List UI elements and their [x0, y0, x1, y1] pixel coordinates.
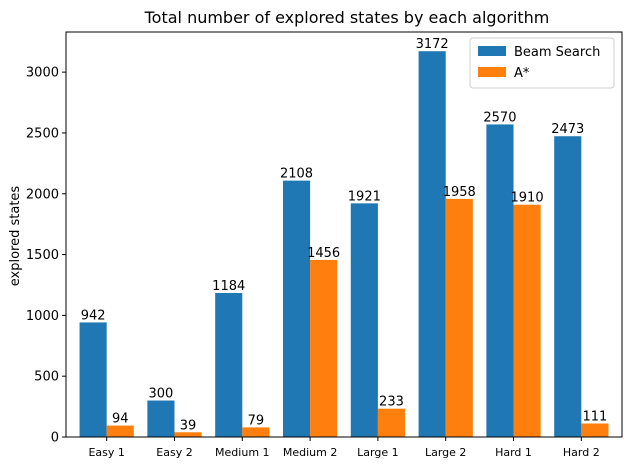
y-tick-label: 0	[51, 431, 59, 446]
bar-beam-search	[215, 293, 243, 437]
bar-beam-search	[79, 322, 107, 437]
data-label-beam-search: 1184	[212, 279, 245, 294]
legend: Beam Search A*	[469, 37, 615, 89]
legend-swatch-beam-search	[478, 46, 506, 56]
data-label-a: 39	[180, 418, 197, 433]
x-tick-label: Large 2	[425, 446, 466, 459]
bar-a	[513, 204, 541, 437]
bar-beam-search	[486, 124, 514, 437]
data-label-beam-search: 2473	[551, 122, 584, 137]
x-tick-label: Medium 1	[215, 446, 269, 459]
legend-label-beam-search: Beam Search	[514, 45, 600, 60]
data-label-a: 1456	[307, 246, 340, 261]
bar-a	[377, 408, 406, 437]
axes-layer: 0 500 1000 1500 2000 2500 3000 Easy 1 Easy 2 Medi…	[26, 31, 623, 459]
bars-layer	[79, 51, 609, 437]
x-tick-label: Easy 2	[156, 446, 192, 459]
data-label-a: 94	[112, 412, 129, 427]
bar-a	[106, 425, 134, 437]
data-label-beam-search: 300	[149, 387, 174, 402]
data-label-a: 1910	[511, 191, 544, 206]
x-tick-label: Hard 1	[495, 446, 532, 459]
data-label-beam-search: 2108	[280, 167, 313, 182]
y-tick-label: 2000	[26, 187, 59, 202]
y-axis-label: explored states	[8, 186, 23, 287]
bar-beam-search	[350, 203, 378, 437]
bar-a	[174, 432, 202, 437]
y-tick-label: 1000	[26, 309, 59, 324]
data-label-beam-search: 942	[81, 308, 106, 323]
y-tick-label: 500	[34, 370, 59, 385]
x-tick-label: Medium 2	[283, 446, 337, 459]
bar-beam-search	[554, 136, 582, 437]
x-tick-label: Large 1	[357, 446, 398, 459]
y-tick-label: 1500	[26, 248, 59, 263]
chart-title: Total number of explored states by each …	[144, 8, 550, 27]
bar-a	[581, 423, 609, 437]
data-label-a: 79	[248, 413, 265, 428]
bar-beam-search	[147, 400, 175, 437]
data-label-beam-search: 2570	[483, 110, 516, 125]
x-tick-label: Hard 2	[563, 446, 600, 459]
axes-frame	[65, 31, 623, 438]
data-label-a: 111	[582, 410, 607, 425]
bar-beam-search	[282, 180, 311, 437]
bar-a	[445, 198, 473, 437]
bar-a	[310, 259, 338, 437]
legend-swatch-a	[478, 67, 506, 77]
y-tick-label: 3000	[26, 66, 59, 81]
data-label-a: 1958	[443, 185, 476, 200]
y-tick-label: 2500	[26, 126, 59, 141]
legend-label-a: A*	[514, 66, 530, 81]
data-labels-layer: 942 300 1184 2108 1921 3172 2570 2473 94 39 79 1456…	[81, 37, 608, 433]
data-label-beam-search: 1921	[348, 189, 381, 204]
bar-beam-search	[418, 51, 446, 437]
x-tick-label: Easy 1	[88, 446, 124, 459]
bar-a	[242, 427, 270, 437]
data-label-beam-search: 3172	[416, 37, 449, 52]
data-label-a: 233	[379, 395, 404, 410]
